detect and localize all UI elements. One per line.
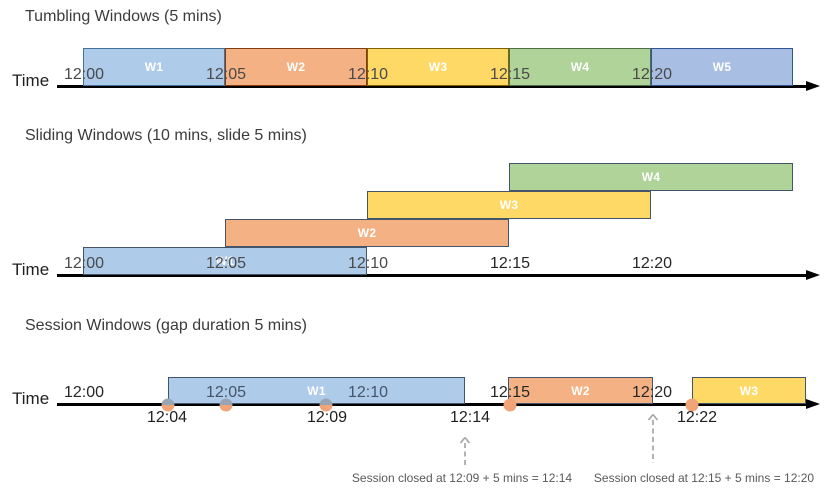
event-time-label: 12:22	[676, 409, 718, 426]
window-bar-w1: W1	[168, 377, 465, 404]
window-bar-w4: W4	[509, 163, 793, 191]
axis-tick-label: 12:20	[631, 255, 673, 272]
time-axis-line	[57, 274, 807, 277]
window-label-w5: W5	[712, 60, 732, 74]
window-bar-w3: W3	[367, 191, 651, 219]
event-dot	[319, 398, 333, 411]
time-axis-label: Time	[12, 71, 50, 90]
axis-tick-label: 12:15	[489, 255, 531, 272]
window-bar-w5: W5	[651, 48, 793, 86]
time-axis-arrowhead-icon	[806, 81, 820, 91]
tumbling-section-title: Tumbling Windows (5 mins)	[25, 8, 222, 25]
axis-tick-label: 12:10	[347, 66, 389, 83]
event-time-label: 12:09	[306, 409, 348, 426]
window-label-w4: W4	[641, 170, 661, 184]
window-label-w2: W2	[357, 226, 377, 240]
event-dot	[503, 398, 517, 411]
time-axis-line	[57, 85, 807, 88]
event-time-label: 12:04	[146, 409, 188, 426]
session-close-note: Session closed at 12:09 + 5 mins = 12:14	[351, 471, 573, 485]
window-label-w1: W1	[307, 383, 326, 398]
window-label-w2: W2	[571, 383, 590, 398]
session-close-note: Session closed at 12:15 + 5 mins = 12:20	[593, 471, 815, 485]
axis-tick-label: 12:00	[63, 384, 105, 401]
axis-tick-label: 12:10	[347, 255, 389, 272]
window-label-w2: W2	[286, 60, 306, 74]
axis-tick-label: 12:05	[205, 384, 247, 401]
window-bar-w1: W1	[83, 247, 367, 275]
window-label-w4: W4	[570, 60, 590, 74]
axis-tick-label: 12:05	[205, 255, 247, 272]
time-axis-arrowhead-icon	[806, 270, 820, 280]
dashed-up-arrow-icon	[457, 436, 473, 471]
session-section-title: Session Windows (gap duration 5 mins)	[25, 317, 307, 334]
window-label-w3: W3	[428, 60, 448, 74]
event-dot	[219, 398, 233, 411]
axis-tick-label: 12:15	[489, 384, 531, 401]
window-bar-w2: W2	[225, 219, 509, 247]
window-bar-w4: W4	[509, 48, 651, 86]
window-label-w3: W3	[499, 198, 519, 212]
sliding-section-title: Sliding Windows (10 mins, slide 5 mins)	[25, 127, 307, 144]
event-dot	[685, 398, 699, 411]
time-axis-line	[57, 403, 807, 406]
event-dot	[161, 398, 175, 411]
window-bar-w1: W1	[83, 48, 225, 86]
axis-tick-label: 12:10	[347, 384, 389, 401]
time-axis-arrowhead-icon	[806, 399, 820, 409]
event-time-label: 12:14	[449, 409, 491, 426]
window-label-w1: W1	[144, 60, 164, 74]
window-bar-w2: W2	[225, 48, 367, 86]
window-label-w1: W1	[215, 254, 235, 268]
axis-tick-label: 12:05	[205, 66, 247, 83]
window-bar-w3: W3	[692, 377, 806, 404]
time-axis-label: Time	[12, 389, 50, 408]
axis-tick-label: 12:20	[631, 384, 673, 401]
time-axis-label: Time	[12, 260, 50, 279]
axis-tick-label: 12:20	[631, 66, 673, 83]
window-label-w3: W3	[739, 383, 759, 398]
dashed-up-arrow-icon	[645, 413, 661, 469]
axis-tick-label: 12:00	[63, 66, 105, 83]
axis-tick-label: 12:15	[489, 66, 531, 83]
window-bar-w2: W2	[508, 377, 653, 404]
axis-tick-label: 12:00	[63, 255, 105, 272]
window-bar-w3: W3	[367, 48, 509, 86]
